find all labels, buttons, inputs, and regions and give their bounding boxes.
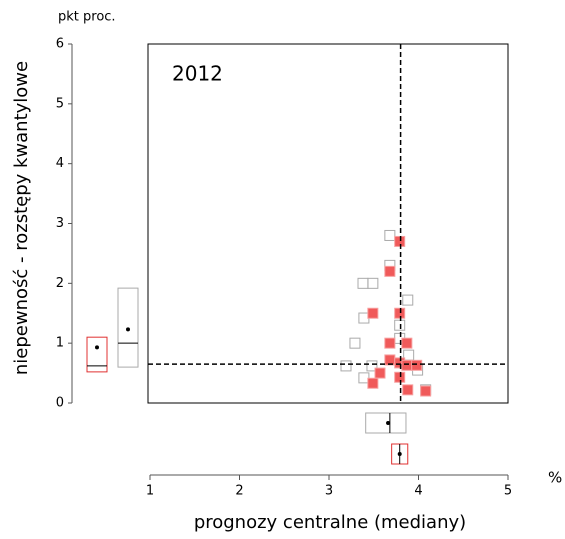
y-tick-label: 1 <box>56 336 64 351</box>
scatter-point <box>384 337 396 349</box>
x-tick-label: 1 <box>146 484 154 499</box>
scatter-point <box>394 235 406 247</box>
plot-frame <box>147 43 509 404</box>
scatter-point <box>401 337 413 349</box>
scatter-point <box>384 265 396 277</box>
box-mean <box>126 327 130 332</box>
scatter-point <box>374 367 386 379</box>
scatter-point <box>394 319 406 331</box>
scatter-point <box>340 360 352 372</box>
x-axis-title: prognozy centralne (mediany) <box>194 512 466 533</box>
box-mean <box>95 345 99 350</box>
scatter-point <box>357 277 369 289</box>
x-tick-label: 3 <box>325 484 333 499</box>
scatter-point <box>349 337 361 349</box>
y-tick-label: 2 <box>56 276 64 291</box>
y-tick-label: 0 <box>56 396 64 411</box>
y-axis-title: niepewność - rozstępy kwantylowe <box>11 61 32 375</box>
box <box>86 336 108 373</box>
box-mean <box>397 452 402 456</box>
annotation: 2012 <box>172 62 223 86</box>
y-tick-label: 6 <box>56 37 64 52</box>
y-tick-label: 3 <box>56 216 64 231</box>
scatter-point <box>420 385 432 397</box>
x-tick-label: 5 <box>504 484 512 499</box>
scatter-point <box>402 294 414 306</box>
scatter-point <box>367 307 379 319</box>
box <box>365 412 407 434</box>
x-unit: % <box>548 469 562 487</box>
scatter-point <box>394 371 406 383</box>
x-tick-label: 2 <box>235 484 243 499</box>
x-tick-label: 4 <box>414 484 422 499</box>
y-tick-label: 4 <box>56 156 64 171</box>
y-unit: pkt proc. <box>58 10 116 25</box>
scatter-point <box>367 277 379 289</box>
scatter-point <box>401 359 413 371</box>
scatter-point <box>402 384 414 396</box>
y-tick-label: 5 <box>56 96 64 111</box>
scatter-point <box>366 360 378 372</box>
box <box>117 287 139 368</box>
box-mean <box>386 421 391 425</box>
scatter-point <box>384 229 396 241</box>
scatter-point <box>411 359 423 371</box>
scatter-point <box>394 307 406 319</box>
scatter-point <box>367 377 379 389</box>
